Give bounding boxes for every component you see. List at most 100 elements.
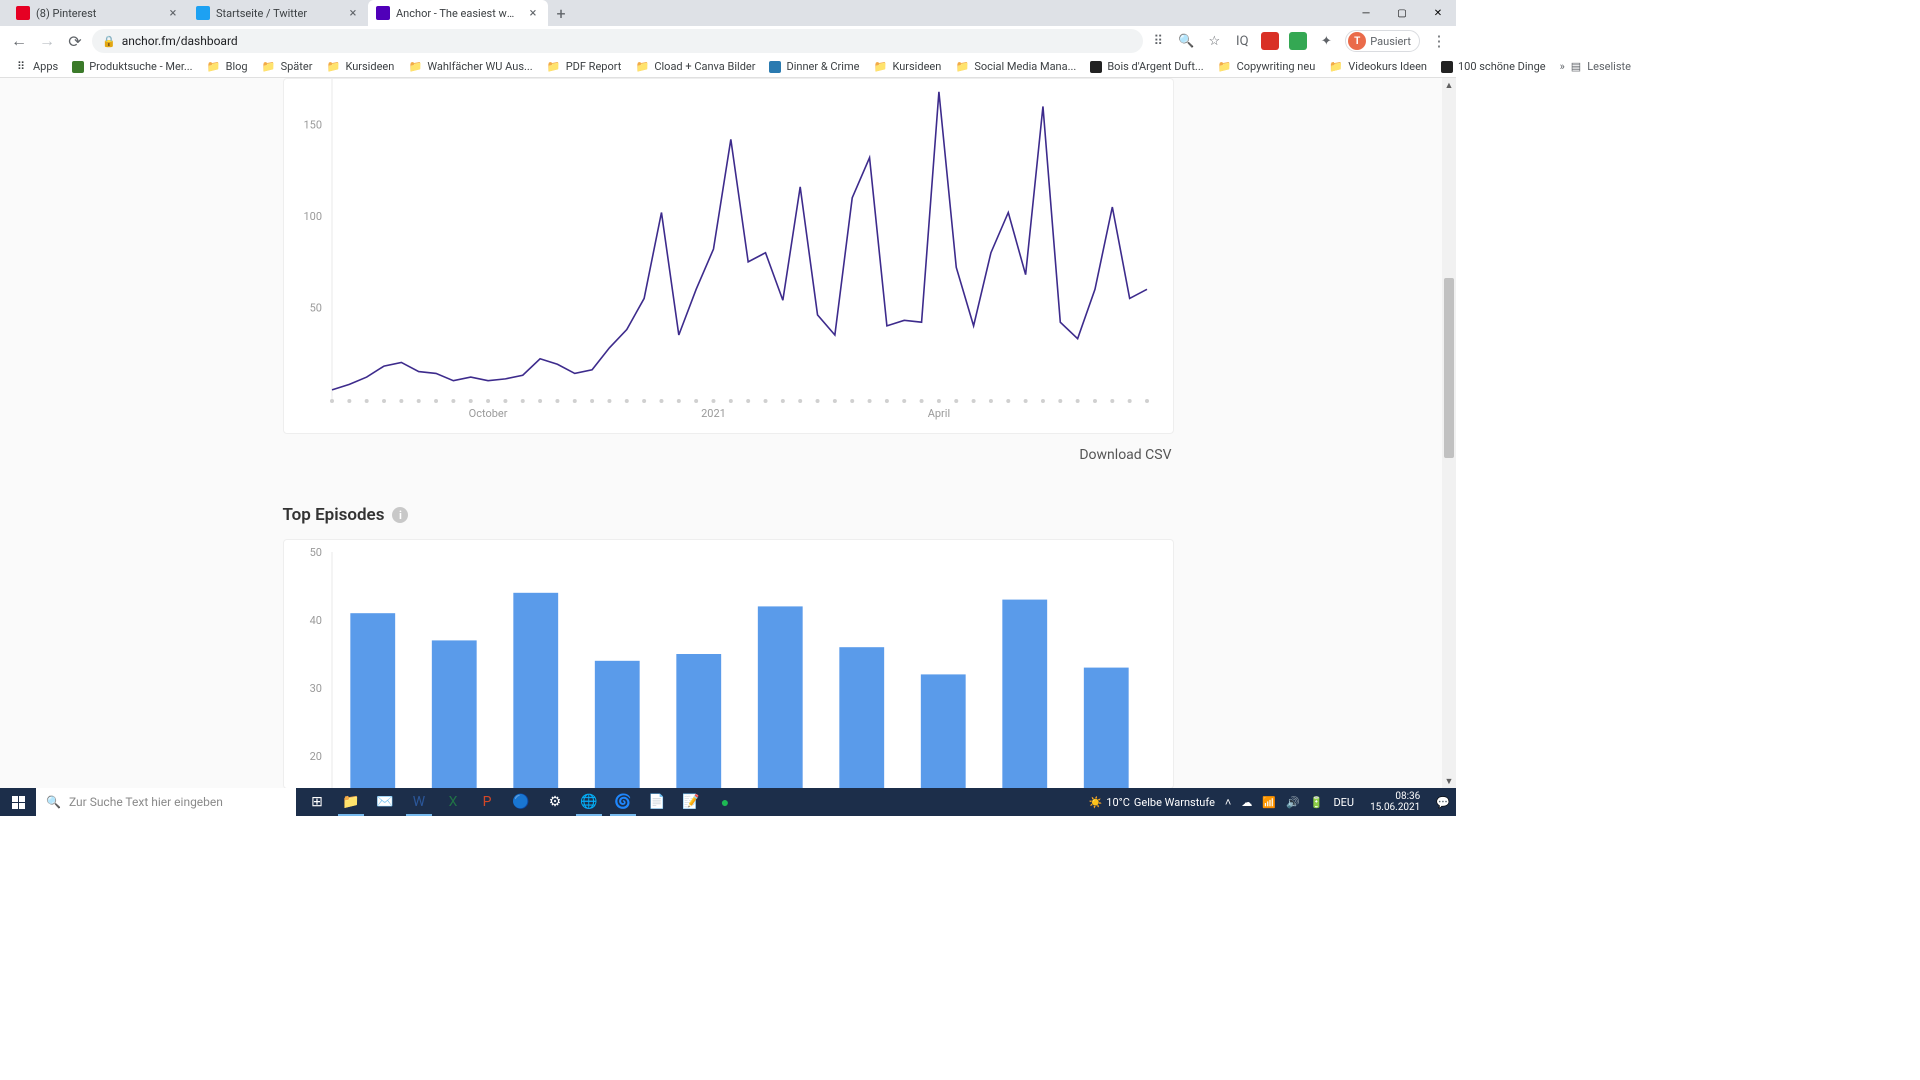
episode-bar[interactable] — [757, 606, 802, 788]
word-icon[interactable]: W — [402, 788, 436, 816]
chrome-icon[interactable]: 🌐 — [572, 788, 606, 816]
tray-onedrive-icon[interactable]: ☁ — [1241, 796, 1252, 809]
episode-bar[interactable] — [431, 640, 476, 788]
bookmark-item[interactable]: 📁Social Media Mana... — [949, 60, 1082, 74]
window-close[interactable]: ✕ — [1420, 0, 1456, 26]
bookmarks-overflow[interactable]: »▤Leseliste — [1554, 60, 1637, 73]
bookmark-item[interactable]: 📁Später — [256, 60, 319, 74]
bookmark-label: Social Media Mana... — [974, 60, 1076, 73]
obs-icon[interactable]: ⚙ — [538, 788, 572, 816]
tray-volume-icon[interactable]: 🔊 — [1286, 796, 1300, 809]
edge-icon[interactable]: 🌀 — [606, 788, 640, 816]
clock-time: 08:36 — [1370, 791, 1420, 802]
task-view-icon[interactable]: ⊞ — [300, 788, 334, 816]
nav-reload[interactable]: ⟳ — [64, 30, 86, 52]
tray-lang[interactable]: DEU — [1333, 796, 1354, 809]
nav-back[interactable]: ← — [8, 30, 30, 52]
y-tick-label: 50 — [309, 546, 321, 559]
profile-chip[interactable]: T Pausiert — [1345, 30, 1420, 52]
scroll-up-arrow[interactable]: ▲ — [1442, 78, 1456, 92]
bookmark-item[interactable]: 📁Wahlfächer WU Aus... — [402, 60, 538, 74]
extensions-puzzle-icon[interactable]: ✦ — [1317, 32, 1335, 50]
bookmark-item[interactable]: 📁Kursideen — [320, 60, 400, 74]
download-csv-link[interactable]: Download CSV — [1079, 447, 1171, 463]
bookmark-apps[interactable]: ⠿Apps — [8, 60, 64, 74]
mail-icon[interactable]: ✉️ — [368, 788, 402, 816]
bookmark-label: Videokurs Ideen — [1348, 60, 1427, 73]
bookmark-item[interactable]: 📁Videokurs Ideen — [1323, 60, 1433, 74]
star-icon[interactable]: ☆ — [1205, 32, 1223, 50]
weather-widget[interactable]: ☀️ 10°C Gelbe Warnstufe — [1089, 796, 1215, 809]
top-episodes-heading: Top Episodes — [283, 505, 385, 525]
bookmark-item[interactable]: Produktsuche - Mer... — [66, 60, 198, 73]
app-icon-3[interactable]: 📝 — [674, 788, 708, 816]
window-maximize[interactable]: ▢ — [1384, 0, 1420, 26]
favicon-icon — [196, 6, 210, 20]
browser-tab[interactable]: Anchor - The easiest way to ma × — [368, 0, 548, 26]
bookmark-item[interactable]: 📁Cload + Canva Bilder — [629, 60, 761, 74]
scroll-thumb[interactable] — [1444, 278, 1454, 458]
zoom-icon[interactable]: 🔍 — [1177, 32, 1195, 50]
episode-bar[interactable] — [1002, 600, 1047, 788]
tray-wifi-icon[interactable]: 📶 — [1262, 796, 1276, 809]
bookmark-item[interactable]: 📁PDF Report — [541, 60, 628, 74]
episode-bar[interactable] — [920, 674, 965, 788]
extension-icon-2[interactable] — [1289, 32, 1307, 50]
tray-battery-icon[interactable]: 🔋 — [1310, 796, 1324, 809]
bookmark-label: PDF Report — [566, 60, 622, 73]
taskbar-search[interactable]: 🔍 Zur Suche Text hier eingeben — [36, 788, 296, 816]
scroll-down-arrow[interactable]: ▼ — [1442, 774, 1456, 788]
extension-icon-1[interactable] — [1261, 32, 1279, 50]
bookmark-item[interactable]: Dinner & Crime — [763, 60, 865, 73]
notifications-icon[interactable]: 💬 — [1436, 796, 1450, 809]
search-icon: 🔍 — [46, 795, 61, 809]
bookmark-item[interactable]: Bois d'Argent Duft... — [1084, 60, 1209, 73]
new-tab-button[interactable]: + — [548, 0, 574, 26]
info-icon[interactable]: i — [392, 507, 408, 523]
iq-extension-icon[interactable]: IQ — [1233, 32, 1251, 50]
site-icon — [1441, 61, 1453, 73]
x-tick-label: 2021 — [701, 407, 726, 420]
episode-bar[interactable] — [513, 593, 558, 788]
bookmark-item[interactable]: 100 schöne Dinge — [1435, 60, 1552, 73]
episode-bar[interactable] — [594, 661, 639, 788]
vertical-scrollbar[interactable]: ▲ ▼ — [1442, 78, 1456, 788]
app-icon-2[interactable]: 📄 — [640, 788, 674, 816]
bookmark-item[interactable]: 📁Kursideen — [867, 60, 947, 74]
profile-status: Pausiert — [1370, 35, 1411, 48]
folder-icon: 📁 — [873, 60, 887, 74]
window-minimize[interactable]: ─ — [1348, 0, 1384, 26]
translate-icon[interactable]: ⠿ — [1149, 32, 1167, 50]
bookmark-label: Dinner & Crime — [786, 60, 859, 73]
file-explorer-icon[interactable]: 📁 — [334, 788, 368, 816]
episode-bar[interactable] — [839, 647, 884, 788]
tray-chevron[interactable]: ˄ — [1225, 796, 1231, 809]
bookmark-label: Kursideen — [345, 60, 394, 73]
bookmark-item[interactable]: 📁Blog — [201, 60, 254, 74]
browser-tab[interactable]: (8) Pinterest × — [8, 0, 188, 26]
plays-line-chart: 50100150October2021April — [283, 78, 1174, 434]
spotify-icon[interactable]: ● — [708, 788, 742, 816]
taskbar-clock[interactable]: 08:36 15.06.2021 — [1364, 791, 1426, 813]
y-tick-label: 30 — [309, 682, 321, 695]
app-icon-1[interactable]: 🔵 — [504, 788, 538, 816]
bookmark-item[interactable]: 📁Copywriting neu — [1212, 60, 1322, 74]
episode-bar[interactable] — [1083, 668, 1128, 788]
start-button[interactable] — [0, 788, 36, 816]
browser-tab-strip: (8) Pinterest × Startseite / Twitter × A… — [0, 0, 1456, 26]
site-icon — [72, 61, 84, 73]
window-controls: ─ ▢ ✕ — [1348, 0, 1456, 26]
plays-line — [332, 92, 1147, 390]
weather-temp: 10°C — [1106, 796, 1130, 809]
tab-close-icon[interactable]: × — [346, 6, 360, 20]
browser-tab[interactable]: Startseite / Twitter × — [188, 0, 368, 26]
nav-forward[interactable]: → — [36, 30, 58, 52]
powerpoint-icon[interactable]: P — [470, 788, 504, 816]
url-input[interactable]: 🔒 anchor.fm/dashboard — [92, 29, 1143, 53]
episode-bar[interactable] — [676, 654, 721, 788]
episode-bar[interactable] — [350, 613, 395, 788]
chrome-menu[interactable]: ⋮ — [1430, 32, 1448, 50]
excel-icon[interactable]: X — [436, 788, 470, 816]
tab-close-icon[interactable]: × — [526, 6, 540, 20]
tab-close-icon[interactable]: × — [166, 6, 180, 20]
